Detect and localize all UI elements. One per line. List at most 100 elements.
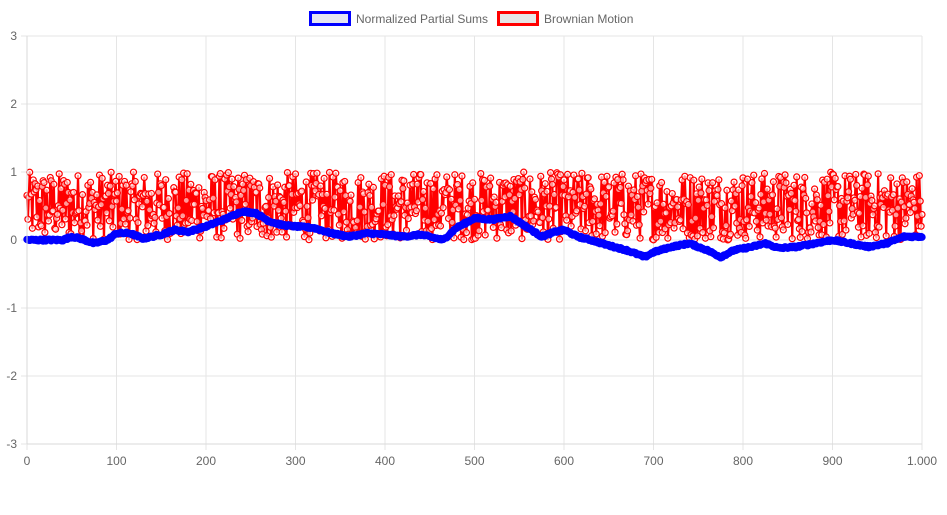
data-point [836, 202, 844, 210]
y-tick-label: -1 [6, 301, 17, 315]
data-point [620, 211, 628, 219]
data-point [619, 176, 627, 184]
data-point [834, 182, 842, 191]
data-point [902, 214, 910, 222]
data-point [66, 196, 74, 204]
data-point [918, 233, 926, 241]
data-point [605, 183, 613, 191]
data-point [418, 195, 427, 204]
data-point [282, 233, 291, 241]
data-point [302, 178, 310, 186]
data-point [150, 219, 158, 227]
data-point [726, 230, 735, 238]
data-point [578, 169, 586, 177]
data-point [791, 197, 799, 205]
data-point [792, 207, 800, 215]
data-point [699, 228, 707, 237]
data-point [679, 225, 687, 233]
data-point [317, 212, 326, 220]
data-point [714, 185, 722, 193]
data-point [58, 221, 66, 229]
data-point [782, 179, 790, 187]
legend-item-normalized-partial-sums[interactable]: Normalized Partial Sums [309, 11, 489, 26]
data-point [118, 205, 126, 213]
data-point [684, 200, 693, 209]
data-point [697, 189, 705, 197]
data-point [537, 172, 545, 180]
data-point [787, 189, 795, 197]
data-point [144, 221, 152, 230]
data-point [439, 204, 447, 212]
data-point [785, 205, 794, 213]
data-point [196, 234, 204, 242]
data-point [574, 175, 582, 183]
data-point [256, 184, 264, 192]
data-point [548, 180, 556, 189]
data-point [93, 191, 101, 199]
data-point [601, 229, 609, 237]
data-point [634, 203, 642, 211]
data-point [635, 221, 643, 229]
axes: 0 100 200 300 400 500 600 700 800 900 1.000 3 2 1 0 -1 -… [6, 29, 937, 468]
data-point [723, 186, 731, 194]
data-point [563, 170, 572, 178]
data-point [906, 208, 914, 217]
data-point [705, 186, 713, 195]
data-point [424, 217, 432, 225]
data-point [129, 168, 138, 176]
data-point [399, 184, 407, 193]
data-point [559, 183, 567, 191]
data-point [195, 184, 203, 192]
data-point [456, 196, 464, 205]
data-point [323, 190, 331, 198]
data-point [140, 173, 148, 182]
data-point [360, 208, 369, 216]
data-point [165, 209, 173, 218]
data-point [384, 221, 392, 229]
data-point [698, 175, 706, 183]
data-point [147, 189, 156, 198]
y-tick-label: 2 [10, 97, 17, 111]
data-point [623, 227, 632, 235]
data-point [236, 234, 244, 242]
data-point [131, 177, 139, 186]
data-point [870, 202, 879, 210]
x-tick-label: 400 [375, 454, 395, 468]
data-point [341, 177, 349, 186]
data-point [304, 214, 312, 222]
data-point [618, 170, 626, 178]
data-point [57, 185, 65, 193]
data-point [703, 201, 711, 210]
data-point [627, 211, 635, 219]
data-point [695, 183, 703, 191]
data-point [616, 183, 624, 192]
data-point [556, 171, 565, 179]
data-point [859, 222, 867, 230]
data-point [226, 204, 234, 212]
legend-item-brownian-motion[interactable]: Brownian Motion [497, 11, 634, 26]
data-point [807, 228, 815, 236]
data-point [112, 177, 120, 185]
data-point [105, 217, 113, 225]
data-point [580, 202, 589, 210]
data-point [721, 204, 729, 212]
data-point [112, 197, 121, 205]
data-point [274, 206, 283, 214]
data-point [151, 213, 159, 222]
data-point [731, 202, 739, 210]
data-point [390, 212, 398, 220]
data-point [662, 209, 670, 217]
data-point [134, 219, 142, 227]
data-point [676, 216, 684, 224]
series-normalized-partial-sums-points [23, 207, 926, 262]
data-point [460, 236, 468, 244]
data-point [143, 197, 151, 205]
data-point [63, 178, 71, 187]
data-point [146, 206, 154, 214]
data-point [375, 207, 383, 215]
data-point [657, 217, 665, 225]
data-point [61, 215, 70, 223]
data-point [814, 223, 822, 232]
data-point [477, 169, 485, 178]
data-point [470, 195, 479, 203]
